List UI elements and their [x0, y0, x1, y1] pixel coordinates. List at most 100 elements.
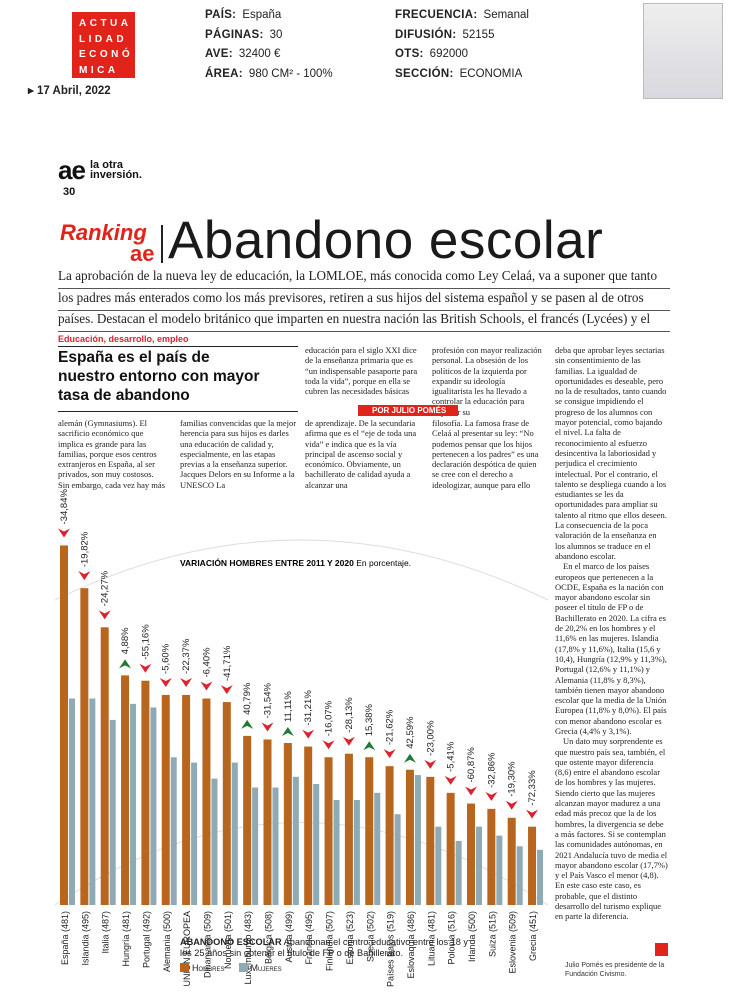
- x-tick-label: Islandia (495): [80, 911, 90, 966]
- bar: [333, 799, 340, 905]
- variation-arrow: [281, 727, 294, 737]
- meta-row: ÁREA: 980 CM² - 100%: [205, 64, 333, 84]
- bar: [100, 627, 109, 905]
- bar: [202, 698, 211, 905]
- bar: [130, 703, 137, 905]
- bar: [263, 739, 272, 905]
- variation-arrow: [505, 800, 518, 810]
- bar: [292, 776, 299, 905]
- bar: [507, 817, 516, 905]
- variation-label: -41,71%: [222, 645, 233, 681]
- x-tick-label: Irlanda (500): [467, 911, 477, 962]
- logo-line: ACTUA: [79, 18, 132, 29]
- meta-left: PAÍS: España PÁGINAS: 30 AVE: 32400 € ÁREA: 980…: [205, 5, 333, 83]
- legend-item: Mujeres: [238, 963, 282, 973]
- variation-arrow: [363, 741, 376, 751]
- x-tick-label: Hungría (481): [121, 911, 131, 967]
- meta-row: PAÍS: España: [205, 5, 333, 25]
- bar: [304, 746, 313, 905]
- bar: [231, 762, 238, 905]
- variation-arrow: [220, 685, 233, 695]
- legend-label: Hombres: [192, 963, 225, 973]
- byline-text: POR JULIO POMÉS: [372, 406, 447, 415]
- variation-arrow: [302, 729, 315, 739]
- bar: [313, 783, 320, 905]
- variation-arrow: [485, 791, 498, 801]
- bar: [467, 803, 475, 905]
- bar: [394, 814, 401, 905]
- logo-line: LIDAD: [79, 33, 128, 45]
- chart-note-title: ABANDONO ESCOLAR: [180, 937, 282, 947]
- meta-value: España: [242, 9, 282, 21]
- meta-row: AVE: 32400 €: [205, 44, 333, 64]
- ranking: Ranking: [60, 220, 147, 245]
- bar: [344, 753, 353, 905]
- variation-arrow: [180, 677, 193, 687]
- variation-arrow: [58, 528, 70, 538]
- bar: [446, 792, 455, 905]
- decor-arc: [54, 539, 549, 601]
- x-tick-label: Países Bajos (519): [386, 911, 396, 987]
- x-tick-label: Bélgica (508): [264, 911, 274, 964]
- variation-label: 42,59%: [405, 716, 416, 749]
- bar: [121, 675, 130, 905]
- variation-label: -31,54%: [263, 683, 274, 719]
- variation-label: 15,38%: [364, 703, 375, 736]
- variation-label: -28,13%: [344, 697, 355, 733]
- variation-label: -60,87%: [466, 747, 477, 783]
- variation-arrow: [424, 759, 437, 769]
- bar: [211, 778, 218, 905]
- bar: [243, 735, 252, 905]
- chart-note: ABANDONO ESCOLAR Abandonan el centro edu…: [180, 937, 470, 959]
- brand: ae: [58, 155, 86, 185]
- variation-label: -5,60%: [161, 643, 172, 674]
- column-text: filosofía. La famosa frase de Celaá al p…: [432, 418, 539, 490]
- title-divider: [161, 225, 163, 263]
- bar: [283, 743, 292, 905]
- meta-right: FRECUENCIA: Semanal DIFUSIÓN: 52155 OTS: 6920…: [395, 5, 529, 83]
- variation-arrow: [98, 610, 111, 620]
- kicker: Educación, desarrollo, empleo: [58, 334, 189, 344]
- x-tick-label: Italia (487): [101, 911, 111, 954]
- bar: [89, 698, 96, 905]
- meta-value: 980 CM² - 100%: [248, 67, 333, 80]
- x-tick-label: Austria (499): [284, 911, 294, 963]
- x-tick-label: Dinamarca (509): [202, 911, 212, 978]
- meta-row: SECCIÓN: ECONOMIA: [395, 64, 529, 84]
- bar: [191, 762, 198, 905]
- x-tick-label: Portugal (492): [141, 911, 151, 968]
- thumbnail: [643, 3, 723, 99]
- x-tick-label: UNIÓN EUROPEA: [182, 911, 192, 987]
- meta-row: OTS: 692000: [395, 44, 529, 64]
- bar: [69, 698, 75, 905]
- bar: [455, 840, 462, 905]
- bar: [476, 826, 482, 905]
- end-mark: [655, 943, 668, 956]
- bar: [374, 792, 381, 905]
- variation-arrow: [119, 659, 132, 669]
- meta-label: FRECUENCIA:: [395, 9, 478, 21]
- variation-label: -19,82%: [79, 531, 90, 567]
- x-tick-label: Estonia (523): [345, 911, 355, 965]
- logo: ACTUA LIDAD ECONÓ MICA: [72, 12, 135, 78]
- column-text: alemán (Gymnasiums). El sacrificio econó…: [58, 418, 166, 490]
- bar: [353, 799, 360, 905]
- meta-label: SECCIÓN:: [395, 67, 454, 80]
- variation-label: -31,21%: [303, 690, 314, 726]
- variation-arrow: [322, 740, 335, 750]
- bar: [182, 694, 191, 905]
- legend-swatch: [180, 963, 189, 972]
- rule: [58, 310, 670, 311]
- variation-arrow: [383, 749, 396, 759]
- variation-arrow: [261, 722, 274, 732]
- bar: [516, 846, 523, 905]
- variation-arrow: [200, 681, 213, 691]
- bar: [435, 826, 442, 905]
- lead: La aprobación de la nueva ley de educaci…: [58, 268, 658, 327]
- meta-row: DIFUSIÓN: 52155: [395, 25, 529, 45]
- bar: [252, 787, 259, 905]
- x-tick-label: Grecia (451): [528, 911, 538, 961]
- variation-arrow: [159, 677, 172, 687]
- variation-label: -23,00%: [425, 720, 436, 756]
